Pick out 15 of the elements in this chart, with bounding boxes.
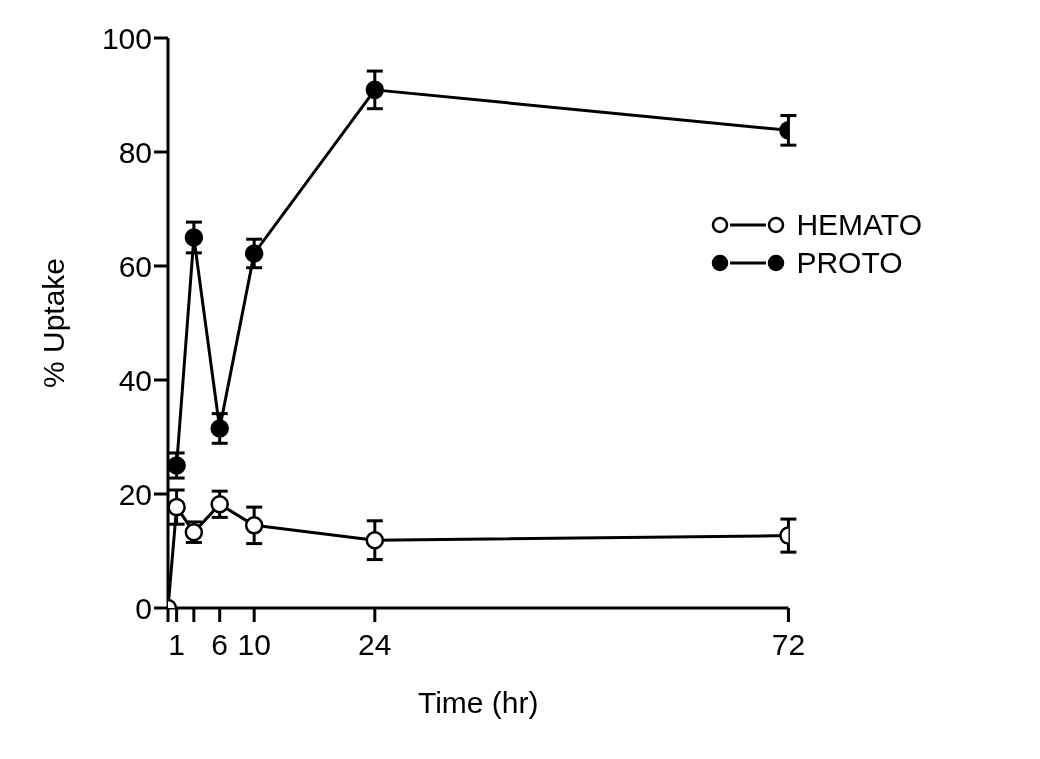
x-tick-label: 6: [211, 628, 229, 662]
x-tick-label: 24: [358, 628, 392, 662]
x-axis-title: Time (hr): [417, 686, 539, 719]
y-axis-title: % Uptake: [36, 257, 70, 389]
x-tick-label: 10: [237, 628, 271, 662]
y-tick-label: 40: [118, 363, 152, 397]
legend-label: PROTO: [796, 246, 903, 280]
y-tick-label: 80: [118, 135, 152, 169]
y-tick-label: 100: [101, 21, 152, 55]
y-tick-label: 0: [135, 591, 152, 625]
y-tick-label: 60: [118, 249, 152, 283]
y-tick-label: 20: [118, 477, 152, 511]
x-tick-label: 72: [771, 628, 806, 662]
legend-label: HEMATO: [796, 208, 922, 242]
x-tick-label: 1: [168, 628, 185, 662]
